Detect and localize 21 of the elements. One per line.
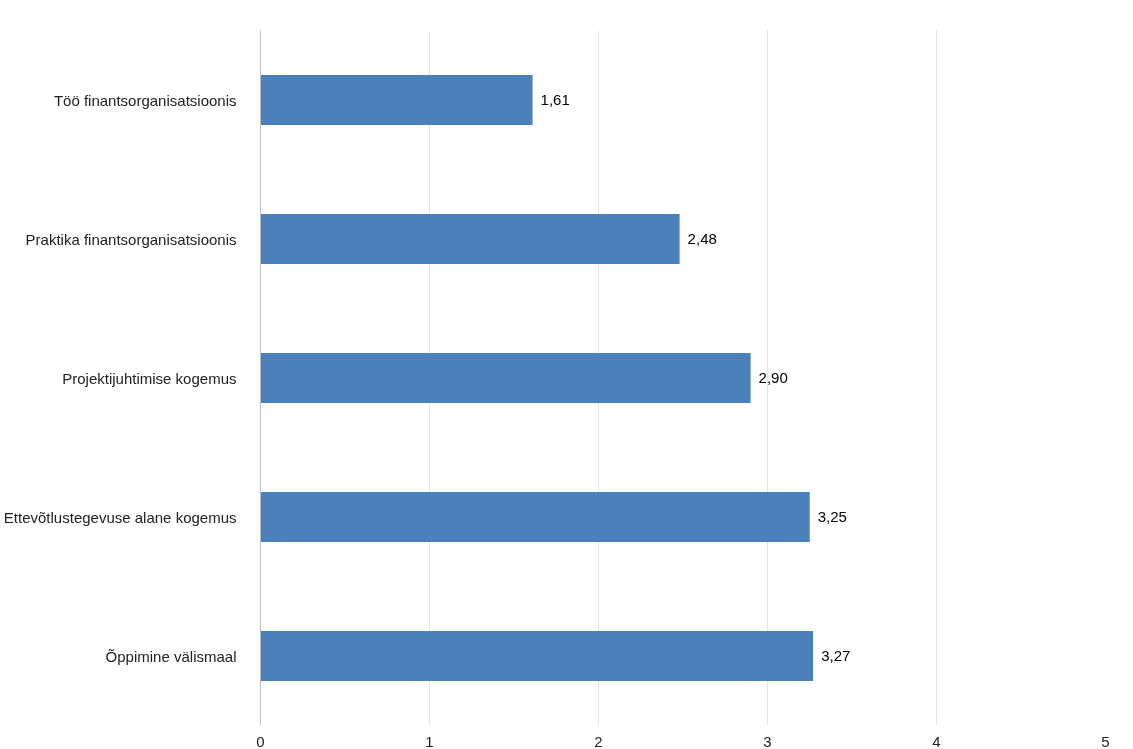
data-label: 3,27	[821, 647, 851, 664]
data-label: 3,25	[817, 508, 847, 525]
y-tick-label: Projektijuhtimise kogemus	[62, 369, 237, 387]
x-tick-label: 2	[594, 732, 603, 749]
x-tick-label: 0	[256, 732, 265, 749]
y-tick-label: Töö finantsorganisatsioonis	[53, 91, 237, 109]
x-tick-label: 4	[932, 732, 941, 749]
x-tick-label: 3	[763, 732, 772, 749]
bar	[260, 630, 814, 682]
bar	[260, 352, 751, 404]
data-label: 1,61	[540, 91, 570, 108]
data-label: 2,48	[687, 230, 717, 247]
bar	[260, 74, 533, 126]
y-tick-label: Praktika finantsorganisatsioonis	[25, 230, 237, 248]
x-tick-label: 1	[425, 732, 434, 749]
data-label: 2,90	[758, 369, 788, 386]
bar	[260, 213, 680, 265]
x-tick-label: 5	[1101, 732, 1110, 749]
y-tick-label: Ettevõtlustegevuse alane kogemus	[3, 508, 237, 526]
y-tick-label: Õppimine välismaal	[105, 647, 237, 665]
bar	[260, 491, 810, 543]
